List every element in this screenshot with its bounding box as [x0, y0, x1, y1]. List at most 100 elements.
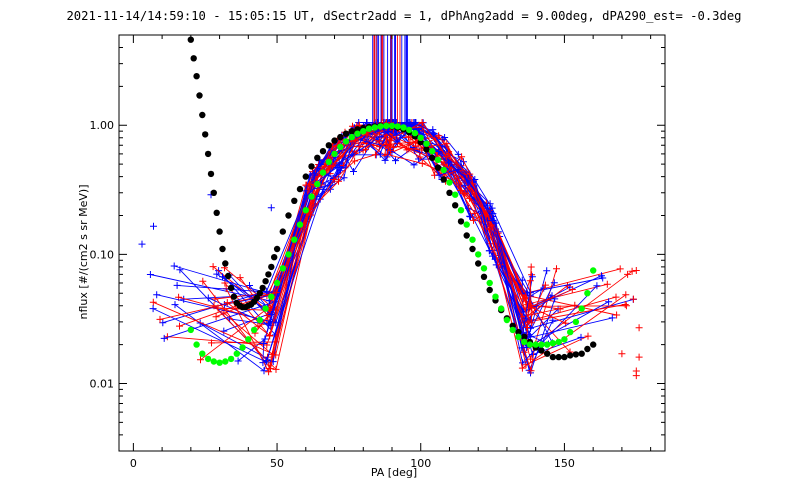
black-fit-point	[578, 350, 585, 357]
green-fit-point	[360, 128, 367, 135]
measurement-point	[199, 277, 207, 285]
black-fit-point	[268, 263, 275, 271]
green-fit-point	[371, 124, 378, 131]
green-fit-point	[210, 358, 217, 365]
black-fit-point	[273, 245, 281, 253]
measurement-point	[272, 365, 280, 373]
measurement-point	[335, 177, 342, 185]
measurement-point	[351, 157, 359, 165]
green-fit-point	[423, 140, 430, 147]
black-fit-point	[230, 293, 238, 300]
green-fit-point	[457, 207, 465, 214]
measurement-point	[263, 287, 271, 295]
black-fit-point	[196, 92, 203, 99]
black-fit-point	[423, 146, 430, 153]
measurement-point	[612, 293, 620, 301]
measurement-point	[387, 146, 394, 154]
black-fit-point	[302, 173, 309, 180]
green-fit-point	[578, 305, 585, 312]
measurement-line	[223, 122, 633, 356]
green-fit-point	[567, 328, 574, 336]
green-fit-point	[417, 134, 424, 141]
green-fit-point	[469, 236, 476, 243]
measurement-point	[489, 210, 497, 218]
black-fit-point	[210, 189, 217, 196]
x-tick-label: 50	[270, 457, 284, 470]
green-fit-point	[526, 341, 534, 348]
measurement-point	[543, 267, 551, 275]
green-fit-point	[400, 124, 407, 131]
measurement-point	[266, 331, 273, 339]
black-fit-point	[463, 232, 470, 239]
measurement-point	[267, 311, 275, 318]
black-fit-point	[538, 347, 545, 354]
measurement-point	[435, 148, 443, 155]
green-fit-point	[590, 267, 597, 274]
measurement-point	[210, 302, 218, 310]
black-fit-point	[222, 260, 229, 267]
black-fit-point	[342, 130, 350, 137]
measurement-point	[160, 334, 168, 342]
green-fit-point	[492, 293, 499, 300]
measurement-point	[263, 341, 271, 349]
green-fit-point	[475, 251, 482, 258]
measurement-point	[272, 351, 280, 359]
y-axis-label: nflux [#/(cm2 s sr MeV)]	[77, 185, 90, 320]
green-fit-point	[503, 316, 511, 324]
green-fit-point	[532, 341, 539, 348]
black-fit-point	[202, 131, 209, 138]
measurement-point	[171, 301, 179, 309]
measurement-point	[461, 181, 469, 189]
green-fit-point	[279, 265, 286, 272]
green-fit-point	[216, 359, 223, 366]
black-fit-point	[256, 290, 263, 297]
green-fit-point	[440, 166, 447, 174]
measurement-point	[622, 302, 630, 310]
black-fit-point	[199, 111, 206, 119]
axes-layer: 0 50 100 150 0.01 0.10 1.00	[90, 34, 666, 470]
black-fit-point	[225, 272, 232, 280]
measurement-point	[635, 324, 643, 332]
black-fit-series	[187, 36, 597, 361]
black-fit-point	[521, 333, 528, 340]
measurement-point	[410, 161, 418, 169]
measurement-point	[577, 333, 585, 341]
measurement-point	[553, 265, 560, 273]
black-fit-point	[440, 176, 447, 183]
measurement-point	[418, 159, 426, 167]
black-fit-point	[308, 163, 315, 170]
green-fit-point	[486, 279, 493, 287]
green-fit-point	[383, 122, 390, 129]
measurement-point	[430, 130, 438, 138]
measurement-point	[458, 153, 466, 161]
measurement-point	[628, 267, 636, 275]
green-fit-point	[296, 221, 304, 228]
x-tick-label: 150	[554, 457, 575, 470]
green-fit-point	[561, 336, 568, 343]
measurement-point	[262, 358, 270, 366]
measurement-point	[461, 189, 469, 197]
measurement-point	[213, 270, 221, 278]
black-fit-point	[429, 154, 436, 161]
green-fit-point	[302, 207, 309, 214]
chart-title: 2021-11-14/14:59:10 - 15:05:15 UT, dSect…	[66, 9, 741, 23]
measurement-point	[383, 140, 391, 148]
measurement-point	[632, 267, 640, 274]
measurement-point	[381, 156, 389, 164]
black-fit-point	[259, 284, 266, 292]
black-fit-point	[561, 353, 568, 361]
black-fit-point	[331, 137, 338, 144]
green-fit-point	[314, 180, 321, 188]
measurement-point	[393, 138, 401, 146]
black-fit-point	[219, 245, 226, 253]
x-tick-label: 0	[130, 457, 137, 470]
green-fit-point	[250, 326, 258, 334]
green-fit-point	[204, 355, 212, 363]
green-fit-point	[342, 138, 350, 145]
y-tick-label: 0.10	[90, 248, 115, 261]
measurement-point	[149, 305, 157, 313]
measurement-point	[236, 274, 244, 282]
green-fit-point	[245, 336, 252, 343]
measurement-point	[528, 304, 536, 312]
